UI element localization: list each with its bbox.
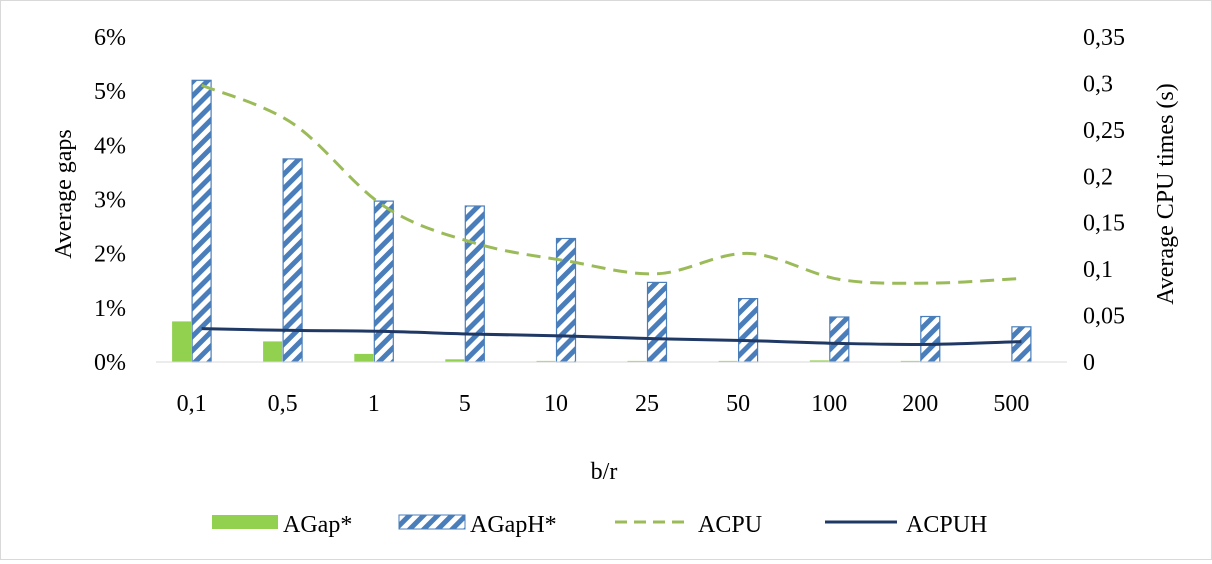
bar-agaph-5 xyxy=(646,281,668,363)
line-acpuh xyxy=(201,327,1022,346)
bar-agap-3 xyxy=(445,359,465,362)
y-tick-label: 0% xyxy=(94,350,126,376)
bar-agaph-0 xyxy=(191,79,212,363)
bar-agap-0 xyxy=(172,321,192,362)
x-tick-label: 0,5 xyxy=(268,391,298,417)
x-tick-label: 0,1 xyxy=(177,391,207,417)
bar-agap-7 xyxy=(809,360,829,362)
bars-layer xyxy=(172,79,1032,363)
x-tick-label: 25 xyxy=(635,391,659,417)
bar-agaph-2 xyxy=(373,200,394,363)
y2-tick-label: 0,35 xyxy=(1083,25,1125,51)
legend-label-agaph: AGapH* xyxy=(470,512,557,538)
y-tick-label: 6% xyxy=(94,25,126,51)
y2-tick-label: 0,15 xyxy=(1083,211,1125,237)
bar-agap-4 xyxy=(536,360,556,362)
y2-axis-title: Average CPU times (s) xyxy=(1153,83,1179,305)
y-axis-ticks: 0% 1% 2% 3% 4% 5% 6% xyxy=(94,25,126,376)
bar-agaph-9 xyxy=(1011,326,1032,363)
bar-agap-5 xyxy=(627,360,647,362)
bar-agaph-3 xyxy=(464,205,485,363)
legend-swatch-agaph xyxy=(398,514,466,530)
x-axis-title: b/r xyxy=(591,459,618,485)
x-tick-label: 5 xyxy=(459,391,471,417)
x-tick-label: 100 xyxy=(811,391,847,417)
x-axis-ticks: 0,1 0,5 1 5 10 25 50 100 200 500 xyxy=(177,391,1030,417)
x-tick-label: 200 xyxy=(902,391,938,417)
line-acpu xyxy=(201,83,1022,285)
legend: AGap* AGapH* ACPU ACPUH xyxy=(212,512,987,538)
x-tick-label: 1 xyxy=(368,391,380,417)
y2-tick-label: 0,2 xyxy=(1083,164,1113,190)
y-axis-title: Average gaps xyxy=(51,129,77,259)
legend-swatch-agap xyxy=(212,515,278,529)
bar-agap-8 xyxy=(900,360,920,362)
bar-agap-6 xyxy=(718,360,738,362)
y-tick-label: 1% xyxy=(94,296,126,322)
x-tick-label: 50 xyxy=(726,391,750,417)
bar-agaph-4 xyxy=(555,237,577,363)
y2-tick-label: 0,25 xyxy=(1083,118,1125,144)
legend-label-acpuh: ACPUH xyxy=(906,512,987,538)
bar-agap-1 xyxy=(263,341,283,362)
y2-tick-label: 0,1 xyxy=(1083,257,1113,283)
y-tick-label: 3% xyxy=(94,188,126,214)
y2-tick-label: 0,3 xyxy=(1083,71,1113,97)
y2-axis-ticks: 0 0,05 0,1 0,15 0,2 0,25 0,3 0,35 xyxy=(1083,25,1125,376)
lines-layer xyxy=(201,83,1022,346)
bar-agap-2 xyxy=(354,353,374,362)
legend-label-agap: AGap* xyxy=(283,512,352,538)
bar-agaph-7 xyxy=(829,316,850,363)
y-tick-label: 2% xyxy=(94,242,126,268)
y2-tick-label: 0,05 xyxy=(1083,304,1125,330)
x-tick-label: 10 xyxy=(544,391,568,417)
legend-label-acpu: ACPU xyxy=(698,512,762,538)
y-tick-label: 4% xyxy=(94,133,126,159)
bar-agaph-8 xyxy=(920,315,941,363)
y2-tick-label: 0 xyxy=(1083,350,1095,376)
x-tick-label: 500 xyxy=(993,391,1029,417)
bar-agaph-6 xyxy=(737,298,759,363)
y-tick-label: 5% xyxy=(94,79,126,105)
